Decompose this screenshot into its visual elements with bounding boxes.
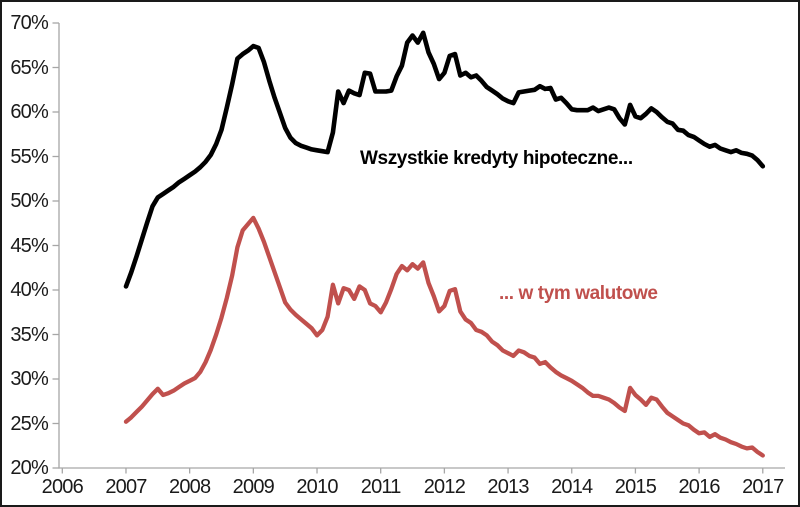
axis-ticks	[52, 22, 764, 474]
x-tick-label: 2012	[423, 476, 466, 498]
y-tick-label: 60%	[10, 101, 48, 123]
series-label-all-mortgages: Wszystkie kredyty hipoteczne...	[360, 148, 633, 169]
y-tick-label: 35%	[10, 323, 48, 346]
y-tick-label: 30%	[10, 368, 48, 390]
x-tick-label: 2010	[296, 476, 338, 498]
y-tick-label: 55%	[10, 145, 48, 168]
y-tick-label: 40%	[10, 279, 48, 301]
y-tick-label: 20%	[10, 457, 48, 479]
x-tick-label: 2016	[678, 476, 720, 498]
y-tick-label: 70%	[10, 12, 48, 34]
y-tick-label: 45%	[10, 234, 48, 257]
y-tick-label: 50%	[10, 190, 48, 212]
series-line-all-mortgages	[123, 30, 766, 289]
y-tick-label: 25%	[10, 412, 48, 435]
x-tick-label: 2015	[614, 476, 657, 498]
y-tick-label: 65%	[10, 56, 48, 79]
x-tick-label: 2011	[360, 476, 402, 498]
x-tick-label: 2008	[169, 476, 211, 498]
x-tick-label: 2017	[742, 476, 784, 498]
x-tick-label: 2013	[487, 476, 529, 498]
series-line-fx-mortgages	[123, 215, 765, 458]
x-tick-label: 2009	[232, 476, 275, 498]
x-tick-label: 2014	[551, 476, 593, 498]
x-tick-label: 2007	[105, 476, 147, 498]
series-label-fx-mortgages: ... w tym walutowe	[499, 283, 658, 304]
x-tick-label: 2006	[41, 476, 84, 498]
